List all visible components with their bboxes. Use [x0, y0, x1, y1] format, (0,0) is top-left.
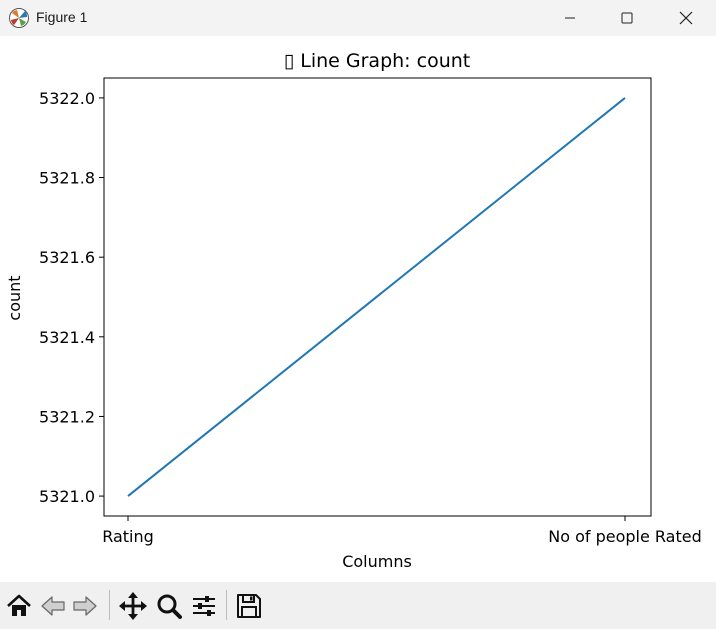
close-icon: [679, 11, 693, 25]
x-tick-label: No of people Rated: [548, 527, 702, 546]
window-titlebar: Figure 1: [0, 0, 716, 36]
y-axis-label: count: [5, 275, 24, 320]
save-button[interactable]: [233, 590, 265, 622]
x-axis-ticks: Rating No of people Rated: [102, 516, 702, 546]
forward-button[interactable]: [69, 590, 101, 622]
y-tick-label: 5321.4: [39, 328, 95, 347]
configure-subplots-button[interactable]: [188, 590, 220, 622]
toolbar-separator: [109, 590, 110, 620]
back-button[interactable]: [37, 590, 69, 622]
maximize-button[interactable]: [598, 0, 656, 36]
x-tick-label: Rating: [102, 527, 154, 546]
pan-icon: [119, 592, 147, 620]
maximize-icon: [621, 12, 633, 24]
window-title: Figure 1: [36, 9, 88, 25]
x-axis-label: Columns: [342, 552, 412, 571]
configure-subplots-icon: [193, 596, 215, 616]
toolbar-separator: [226, 590, 227, 620]
chart-title: ▯ Line Graph: count: [284, 50, 470, 72]
series-lines: [127, 97, 626, 497]
figure-canvas[interactable]: ▯ Line Graph: count 5321.0 5321.2 5321.4 53…: [0, 36, 716, 582]
home-icon: [7, 594, 31, 616]
y-tick-label: 5321.0: [39, 487, 95, 506]
save-icon: [237, 594, 261, 618]
zoom-icon: [157, 594, 182, 619]
y-tick-label: 5322.0: [39, 89, 95, 108]
back-icon: [41, 596, 65, 616]
pan-button[interactable]: [117, 590, 149, 622]
y-tick-label: 5321.2: [39, 407, 95, 426]
y-tick-label: 5321.6: [39, 248, 95, 267]
minimize-icon: [565, 17, 575, 19]
navigation-toolbar: [0, 582, 716, 629]
close-button[interactable]: [657, 0, 715, 36]
series-line-0: [127, 97, 626, 497]
minimize-button[interactable]: [541, 0, 599, 36]
y-axis-ticks: 5321.0 5321.2 5321.4 5321.6 5321.8 5322.0: [39, 89, 104, 506]
forward-icon: [73, 596, 97, 616]
y-tick-label: 5321.8: [39, 169, 95, 188]
matplotlib-app-icon: [8, 7, 30, 29]
home-button[interactable]: [3, 590, 35, 622]
line-chart: ▯ Line Graph: count 5321.05321.25321.453…: [5, 50, 702, 571]
zoom-button[interactable]: [153, 590, 185, 622]
